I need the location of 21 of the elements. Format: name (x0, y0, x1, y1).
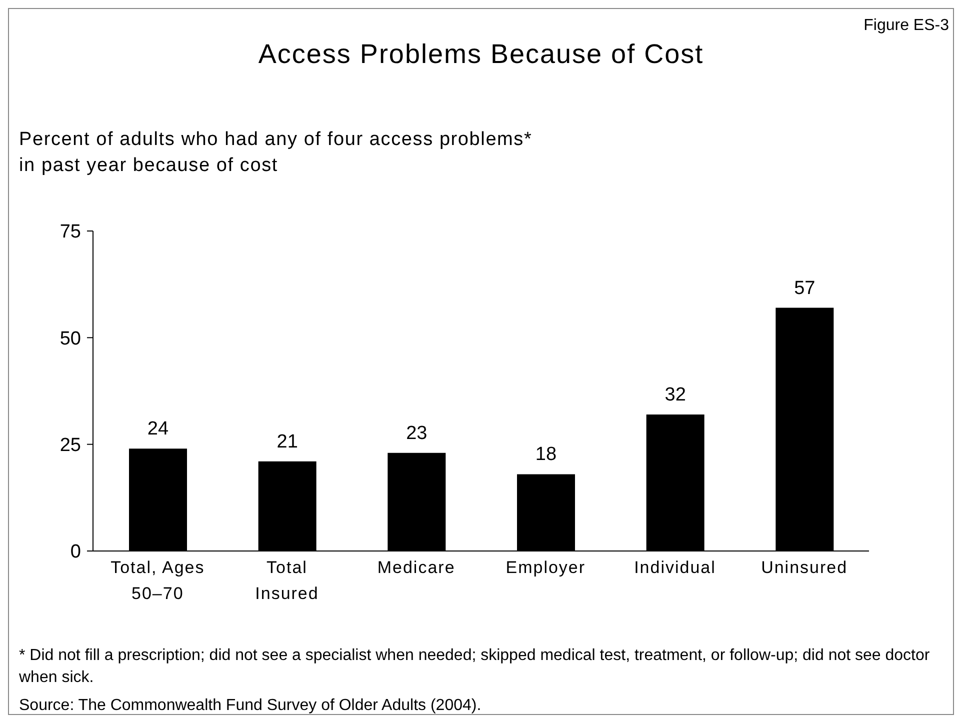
data-label: 21 (276, 431, 298, 452)
text: Figure ES-3 (864, 17, 949, 35)
y-tick-label: 0 (70, 542, 81, 563)
data-label: 57 (794, 278, 816, 299)
y-tick-label: 25 (60, 435, 81, 456)
y-tick-label: 75 (60, 222, 81, 243)
x-tick-label: Total Insured (255, 558, 319, 603)
x-tick-label: Individual (634, 558, 716, 577)
data-label: 18 (535, 444, 557, 466)
x-tick-label: Total, Ages 50–70 (110, 558, 205, 603)
text: * Did not fill a prescription; did not see a specialist when needed; skipped medical test, treatment, or follow-up; did not see doctor when sick. (19, 646, 931, 688)
source-note: Source: The Commonwealth Fund Survey of Older Adults (2004). (19, 696, 482, 716)
y-tick-label: 50 (60, 328, 81, 350)
data-label: 23 (406, 422, 428, 444)
data-label: 24 (147, 418, 169, 440)
x-tick-label: Uninsured (761, 558, 848, 577)
chart-subtitle: Percent of adults who had any of four access problems* in past year because of cost (19, 128, 532, 178)
data-label: 32 (664, 384, 686, 406)
x-tick-label: Medicare (377, 558, 456, 577)
chart-title: Access Problems Because of Cost (257, 39, 705, 70)
x-tick-label: Employer (506, 558, 586, 577)
